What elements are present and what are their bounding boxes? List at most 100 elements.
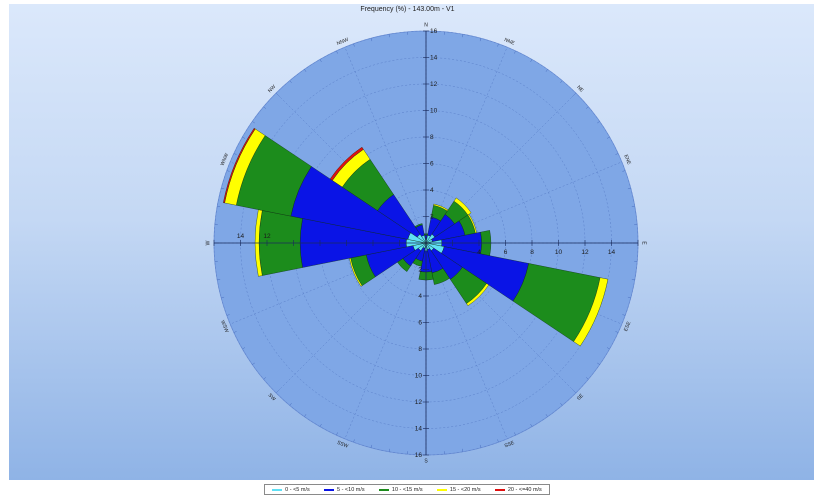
legend-item-s1: 0 - <5 m/s (272, 487, 310, 493)
grid-spoke (425, 242, 577, 394)
outer-tick (233, 331, 237, 333)
wedge-ese-s4 (573, 277, 609, 347)
tick-label-east: 6 (504, 249, 508, 256)
outer-tick (606, 347, 610, 350)
outer-tick (497, 43, 499, 47)
tick-label-east: 10 (555, 249, 563, 256)
direction-label-ssw: SSW (336, 440, 349, 450)
legend-swatch-s2 (323, 488, 334, 491)
direction-label-nne: NNE (503, 37, 516, 47)
direction-label-ene: ENE (622, 154, 632, 166)
outer-tick (289, 402, 292, 406)
grid-spoke (425, 161, 622, 244)
outer-tick (560, 80, 563, 84)
outer-tick (514, 50, 516, 54)
outer-tick (514, 432, 516, 436)
outer-tick (370, 444, 373, 448)
direction-label-ese: ESE (623, 320, 633, 332)
outer-tick (479, 444, 482, 448)
direction-label-w: W (205, 240, 211, 245)
legend-swatch-s1 (272, 488, 283, 491)
outer-tick (289, 80, 292, 84)
outer-tick (627, 296, 631, 299)
outer-tick (530, 423, 533, 427)
tick-label-north: 16 (430, 28, 438, 35)
tick-label-east: 4 (477, 249, 481, 256)
outer-tick (597, 121, 600, 124)
outer-tick (319, 59, 322, 63)
grid-spoke (275, 92, 427, 244)
outer-tick (627, 187, 631, 190)
wedge-ne-s4 (453, 197, 472, 216)
legend-swatch-s4 (436, 488, 447, 491)
outer-tick (319, 423, 322, 427)
outer-tick (242, 347, 246, 350)
outer-tick (217, 205, 221, 207)
outer-tick (631, 205, 635, 207)
wedge-nw-s5 (329, 146, 364, 181)
outer-tick (353, 439, 355, 443)
outer-tick (530, 59, 533, 63)
outer-tick (631, 279, 635, 281)
legend-label-s2: 5 - <10 m/s (336, 486, 365, 493)
tick-label-west: 12 (263, 233, 271, 240)
wedge-nnw-s3 (414, 223, 423, 228)
outer-tick (304, 69, 307, 72)
outer-tick (226, 170, 230, 172)
direction-label-wnw: WNW (220, 152, 231, 167)
direction-label-wsw: WSW (219, 319, 230, 333)
tick-label-south: 4 (418, 293, 422, 300)
outer-tick (560, 402, 563, 406)
outer-tick (585, 106, 589, 109)
legend-swatch-s3 (378, 488, 389, 491)
outer-tick (597, 362, 600, 365)
grid-spoke (425, 47, 508, 244)
outer-tick (353, 43, 355, 47)
outer-tick (388, 34, 390, 38)
tick-label-east: 12 (581, 249, 589, 256)
outer-tick (462, 448, 464, 452)
outer-tick (462, 34, 464, 38)
direction-label-sse: SSE (504, 440, 516, 450)
tick-label-east: 14 (608, 249, 616, 256)
outer-tick (242, 136, 246, 139)
tick-label-north: 10 (430, 108, 438, 115)
tick-label-south: 14 (415, 426, 423, 433)
tick-label-north: 4 (430, 187, 434, 194)
outer-tick (252, 362, 255, 365)
tick-label-south: 8 (418, 346, 422, 353)
outer-tick (615, 153, 619, 155)
tick-label-north: 2 (430, 214, 434, 221)
outer-tick (622, 170, 626, 172)
outer-tick (252, 121, 255, 124)
direction-label-ne: NE (575, 85, 585, 95)
tick-label-west: 14 (237, 233, 245, 240)
outer-tick (263, 377, 267, 380)
legend-swatch-s5 (494, 488, 505, 491)
direction-label-e: E (641, 241, 647, 245)
outer-tick (545, 414, 548, 417)
grid-spoke (230, 242, 427, 325)
tick-label-south: 16 (415, 452, 423, 459)
outer-tick (545, 69, 548, 72)
grid-spoke (425, 92, 577, 244)
outer-tick (606, 136, 610, 139)
outer-tick (336, 50, 338, 54)
direction-label-n: N (424, 22, 428, 28)
outer-tick (388, 448, 390, 452)
outer-tick (615, 331, 619, 333)
grid-spoke (425, 242, 508, 439)
tick-label-north: 8 (430, 134, 434, 141)
legend-label-s3: 10 - <15 m/s (391, 486, 423, 493)
outer-tick (221, 187, 225, 190)
grid-spoke (275, 242, 427, 394)
legend-label-s5: 20 - <=40 m/s (507, 486, 542, 493)
tick-label-north: 6 (430, 161, 434, 168)
wedge-se-s4 (466, 283, 490, 307)
legend-item-s5: 20 - <=40 m/s (494, 486, 542, 493)
tick-label-south: 10 (415, 373, 423, 380)
outer-tick (233, 153, 237, 155)
outer-tick (336, 432, 338, 436)
direction-label-nw: NW (267, 84, 277, 94)
